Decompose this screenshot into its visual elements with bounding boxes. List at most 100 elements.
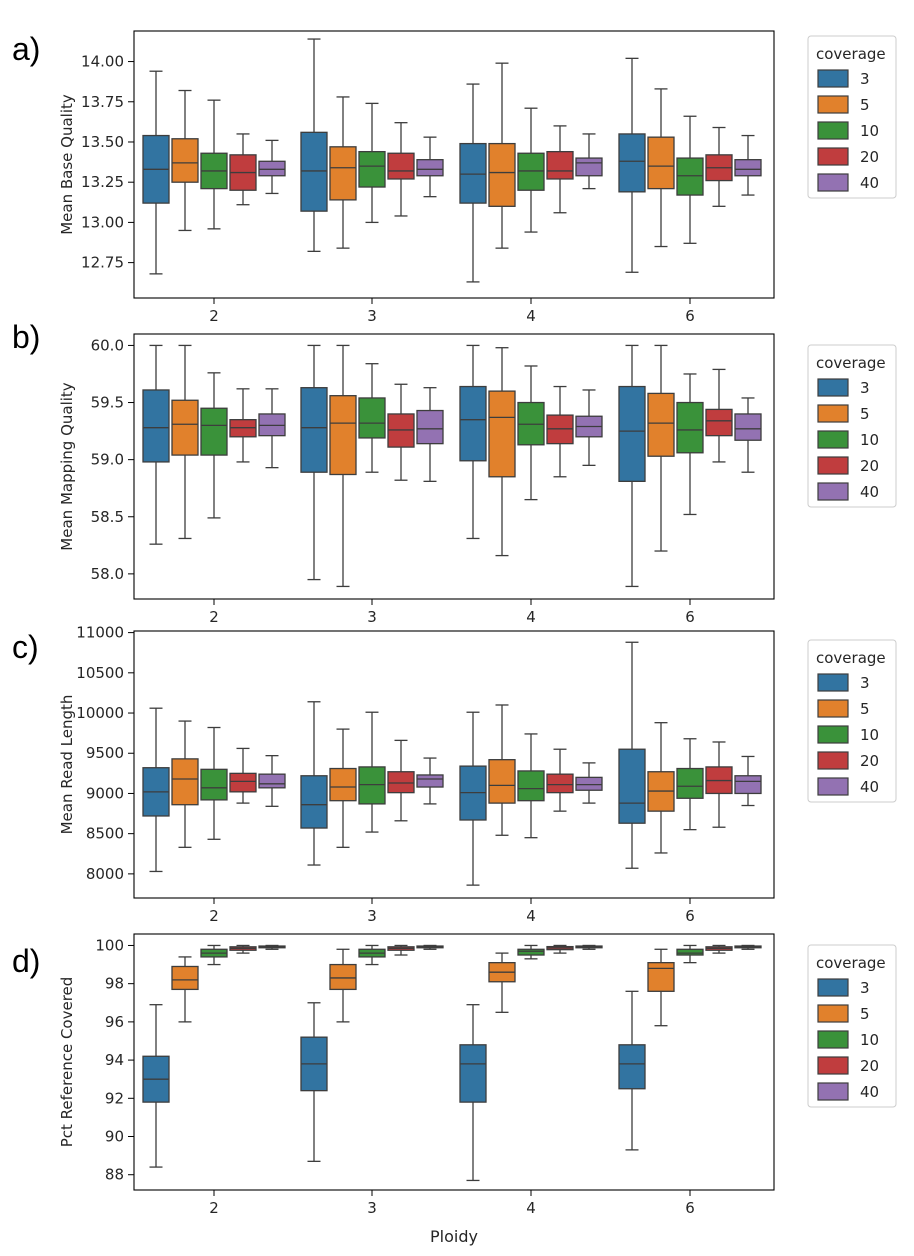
y-axis-label: Mean Base Quality bbox=[58, 94, 76, 235]
box-20-ploidy-4 bbox=[546, 385, 574, 478]
y-tick-label: 9500 bbox=[86, 744, 124, 762]
y-tick-label: 58.0 bbox=[91, 565, 124, 583]
box-iqr bbox=[546, 150, 574, 180]
legend-swatch bbox=[817, 1056, 849, 1075]
legend-entry: 20 bbox=[860, 1057, 879, 1075]
panel-label: a) bbox=[12, 31, 40, 67]
box-5-ploidy-6 bbox=[647, 722, 675, 854]
box-40-ploidy-4 bbox=[575, 133, 603, 190]
x-tick-label: 3 bbox=[367, 307, 377, 325]
box-3-ploidy-4 bbox=[459, 83, 487, 283]
box-3-ploidy-2 bbox=[142, 70, 170, 275]
y-tick-label: 59.5 bbox=[91, 394, 124, 412]
legend-swatch bbox=[817, 173, 849, 192]
box-10-ploidy-2 bbox=[200, 99, 228, 230]
box-iqr bbox=[200, 407, 228, 456]
y-tick-label: 58.5 bbox=[91, 508, 124, 526]
y-tick-label: 92 bbox=[105, 1089, 124, 1107]
box-20-ploidy-4 bbox=[546, 748, 574, 812]
box-20-ploidy-6 bbox=[705, 944, 733, 954]
box-10-ploidy-2 bbox=[200, 726, 228, 840]
box-iqr bbox=[358, 766, 386, 805]
box-iqr bbox=[416, 409, 444, 445]
box-3-ploidy-2 bbox=[142, 1004, 170, 1168]
legend-swatch bbox=[817, 1004, 849, 1023]
legend-swatch bbox=[817, 404, 849, 423]
box-iqr bbox=[517, 770, 545, 802]
x-tick-label: 6 bbox=[685, 608, 695, 626]
box-5-ploidy-2 bbox=[171, 89, 199, 232]
box-10-ploidy-3 bbox=[358, 711, 386, 833]
legend-swatch bbox=[817, 699, 849, 718]
box-5-ploidy-3 bbox=[329, 728, 357, 848]
legend-entry: 10 bbox=[860, 431, 879, 449]
box-3-ploidy-6 bbox=[618, 990, 646, 1151]
box-iqr bbox=[387, 152, 415, 180]
box-40-ploidy-3 bbox=[416, 944, 444, 950]
y-tick-label: 96 bbox=[105, 1013, 124, 1031]
y-tick-label: 12.75 bbox=[81, 254, 124, 272]
y-tick-label: 13.25 bbox=[81, 173, 124, 191]
box-5-ploidy-2 bbox=[171, 344, 199, 540]
box-40-ploidy-3 bbox=[416, 136, 444, 198]
box-3-ploidy-4 bbox=[459, 344, 487, 540]
box-iqr bbox=[647, 962, 675, 992]
box-40-ploidy-2 bbox=[258, 388, 286, 469]
box-40-ploidy-6 bbox=[734, 397, 762, 473]
y-tick-label: 88 bbox=[105, 1166, 124, 1184]
legend-swatch bbox=[817, 725, 849, 744]
box-5-ploidy-4 bbox=[488, 952, 516, 1013]
legend: coverage 3 5 10 20 40 bbox=[807, 944, 897, 1108]
box-10-ploidy-4 bbox=[517, 365, 545, 501]
box-iqr bbox=[734, 775, 762, 795]
panel-2: b) 58.0 58.5 59.0 59.5 60.0 Mean Mapping Quali… bbox=[12, 319, 897, 626]
legend-entry: 5 bbox=[860, 405, 870, 423]
box-20-ploidy-2 bbox=[229, 747, 257, 804]
legend-swatch bbox=[817, 95, 849, 114]
legend-entry: 20 bbox=[860, 752, 879, 770]
legend: coverage 3 5 10 20 40 bbox=[807, 35, 897, 199]
x-tick-label: 2 bbox=[209, 907, 219, 925]
x-tick-label: 6 bbox=[685, 1199, 695, 1217]
legend-swatch bbox=[817, 482, 849, 501]
y-axis-label: Mean Mapping Quality bbox=[58, 382, 76, 550]
box-iqr bbox=[329, 963, 357, 991]
legend-swatch bbox=[817, 1082, 849, 1101]
box-5-ploidy-6 bbox=[647, 948, 675, 1027]
x-tick-label: 4 bbox=[526, 307, 536, 325]
box-3-ploidy-6 bbox=[618, 344, 646, 588]
y-tick-label: 100 bbox=[95, 936, 124, 954]
box-10-ploidy-4 bbox=[517, 733, 545, 839]
legend-swatch bbox=[817, 69, 849, 88]
box-iqr bbox=[734, 413, 762, 441]
legend-entry: 5 bbox=[860, 1005, 870, 1023]
box-iqr bbox=[329, 146, 357, 201]
box-iqr bbox=[329, 395, 357, 476]
axes-frame bbox=[133, 333, 775, 600]
legend-swatch bbox=[817, 147, 849, 166]
legend-entry: 3 bbox=[860, 70, 870, 88]
x-tick-label: 6 bbox=[685, 307, 695, 325]
x-tick-label: 4 bbox=[526, 608, 536, 626]
y-tick-label: 94 bbox=[105, 1051, 124, 1069]
panel-label: b) bbox=[12, 319, 40, 355]
box-20-ploidy-4 bbox=[546, 125, 574, 214]
y-tick-label: 10000 bbox=[76, 704, 124, 722]
panel-label: d) bbox=[12, 943, 40, 979]
legend-entry: 10 bbox=[860, 1031, 879, 1049]
y-axis-label: Pct Reference Covered bbox=[58, 977, 76, 1148]
box-5-ploidy-4 bbox=[488, 704, 516, 836]
box-iqr bbox=[618, 133, 646, 193]
box-10-ploidy-6 bbox=[676, 373, 704, 516]
axes-frame bbox=[133, 630, 775, 899]
panel-label: c) bbox=[12, 629, 39, 665]
legend-entry: 10 bbox=[860, 726, 879, 744]
y-tick-label: 90 bbox=[105, 1128, 124, 1146]
box-10-ploidy-3 bbox=[358, 944, 386, 966]
box-iqr bbox=[329, 767, 357, 802]
box-5-ploidy-3 bbox=[329, 344, 357, 588]
box-40-ploidy-2 bbox=[258, 139, 286, 195]
box-40-ploidy-6 bbox=[734, 944, 762, 950]
box-iqr bbox=[258, 160, 286, 177]
box-iqr bbox=[171, 758, 199, 806]
